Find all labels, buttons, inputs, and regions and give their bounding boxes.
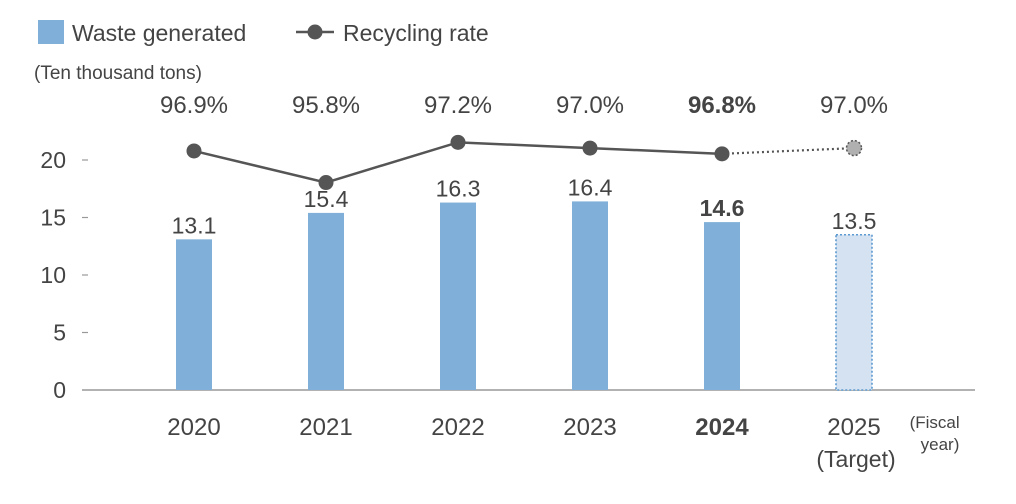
x-tick-label: 2023 (563, 414, 616, 441)
bar (572, 201, 608, 390)
x-tick-label: 2021 (299, 414, 352, 441)
legend-marker-recycling (307, 24, 323, 40)
recycling-data-label: 97.0% (556, 92, 624, 119)
x-tick-label: 2025 (827, 414, 880, 441)
recycling-data-label: 96.9% (160, 92, 228, 119)
y-axis-unit-label: (Ten thousand tons) (34, 63, 202, 84)
recycling-data-label: 96.8% (688, 92, 756, 119)
bar-data-label: 13.5 (832, 208, 877, 234)
recycling-marker (186, 143, 202, 159)
bar (440, 202, 476, 390)
x-tick-label: 2024 (695, 414, 749, 441)
recycling-data-label: 95.8% (292, 92, 360, 119)
bar-target (835, 233, 873, 391)
recycling-marker (450, 134, 466, 150)
bar-data-label: 16.4 (568, 174, 613, 200)
bar-data-label: 15.4 (304, 186, 349, 212)
recycling-marker (714, 146, 730, 162)
line-data-labels: 96.9% 95.8% 97.2% 97.0% 96.8% 97.0% (160, 92, 888, 119)
x-tick-label: 2020 (167, 414, 220, 441)
legend-label-waste: Waste generated (72, 20, 246, 46)
x-axis-tick-labels: 2020 2021 2022 2023 2024 2025 (Target) (167, 414, 895, 472)
x-axis-unit-label: (Fiscal year) (910, 413, 965, 454)
legend-label-recycling: Recycling rate (343, 20, 489, 46)
recycling-data-label: 97.0% (820, 92, 888, 119)
bar-series (176, 201, 873, 391)
bar (704, 222, 740, 390)
bar-data-label: 13.1 (172, 212, 217, 238)
y-tick-label: 20 (40, 147, 66, 173)
bar (308, 212, 344, 390)
y-tick-label: 10 (40, 262, 66, 288)
legend: Waste generated Recycling rate (38, 20, 489, 46)
bar-data-label: 16.3 (436, 176, 481, 202)
x-axis-unit-line-2: year) (921, 435, 960, 454)
y-tick-label: 15 (40, 205, 66, 231)
x-axis-unit-line-1: (Fiscal (910, 413, 960, 432)
recycling-marker-target (845, 139, 863, 157)
legend-swatch-waste (38, 20, 64, 44)
recycling-line-target (721, 147, 855, 155)
recycling-marker (318, 175, 334, 191)
x-tick-sublabel: (Target) (816, 446, 895, 472)
recycling-data-label: 97.2% (424, 92, 492, 119)
line-series (186, 134, 863, 191)
bar-data-labels: 13.1 15.4 16.3 16.4 14.6 13.5 (172, 174, 877, 238)
x-tick-label: 2022 (431, 414, 484, 441)
y-tick-label: 0 (53, 377, 66, 403)
bar (176, 239, 212, 390)
y-axis: 0 5 10 15 20 (40, 147, 88, 403)
bar-data-label: 14.6 (700, 195, 745, 221)
y-tick-label: 5 (53, 320, 66, 346)
recycling-marker (582, 140, 598, 156)
